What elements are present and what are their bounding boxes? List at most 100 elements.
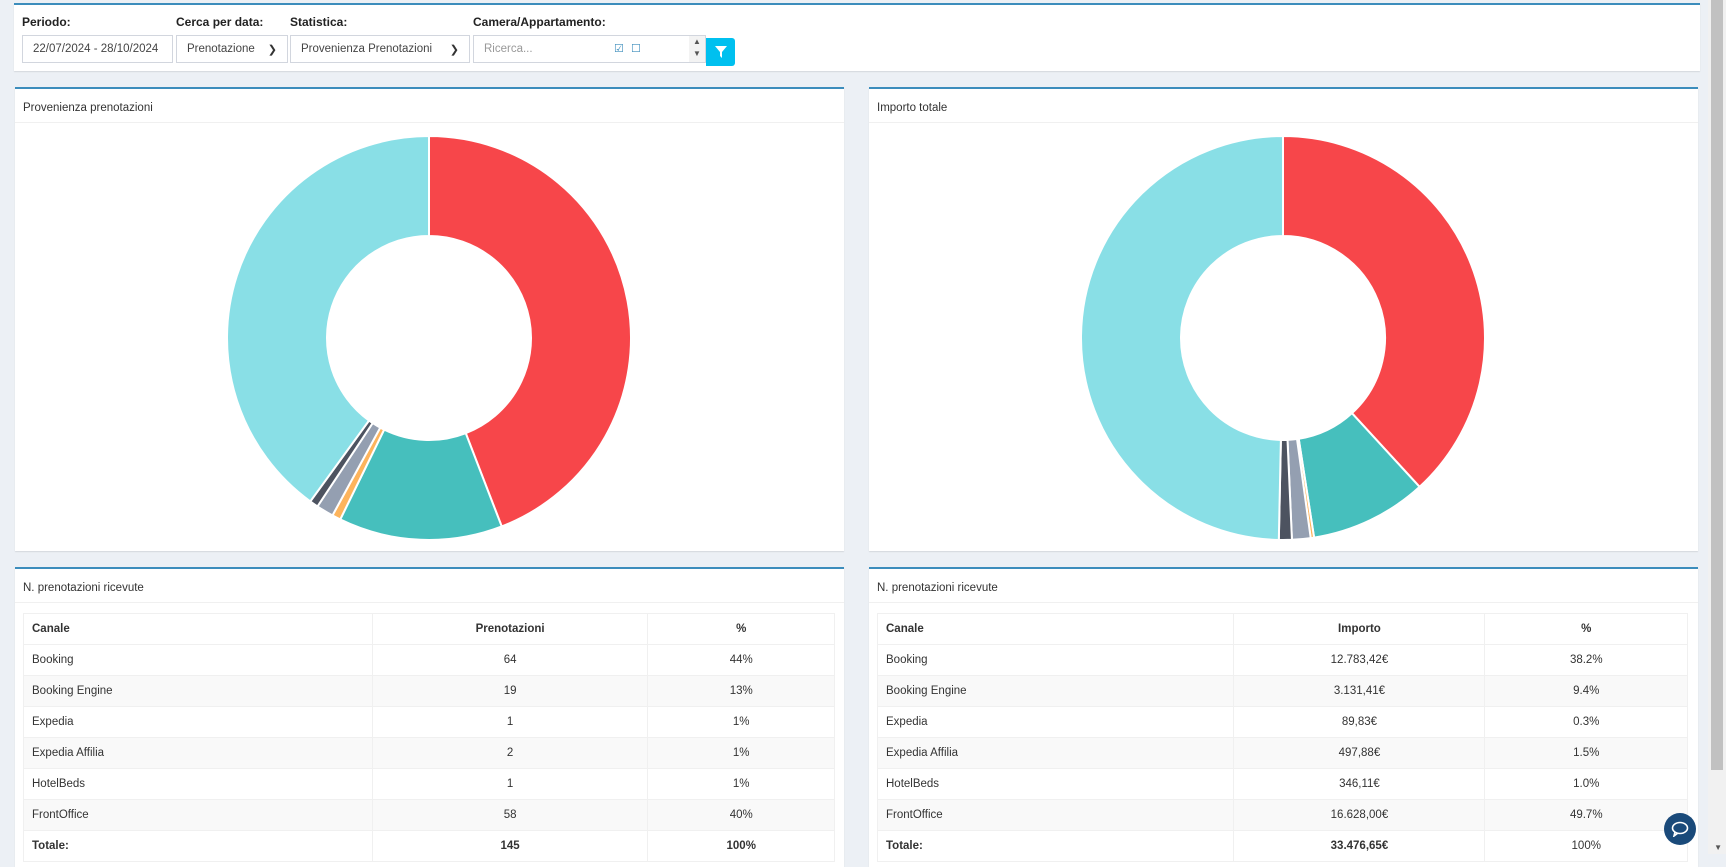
- table-row: Expedia Affilia 497,88€ 1.5%: [876, 737, 1688, 769]
- table-cell: 1%: [647, 706, 835, 738]
- statistica-select[interactable]: Provenienza Prenotazioni ❯: [290, 35, 470, 63]
- table-cell: Booking Engine: [876, 675, 1235, 707]
- panel-title: Provenienza prenotazioni: [15, 89, 844, 123]
- table-row: Expedia 89,83€ 0.3%: [876, 706, 1688, 738]
- chat-button[interactable]: [1664, 813, 1696, 845]
- total-cell: Totale:: [23, 830, 373, 862]
- table-cell: 1%: [647, 768, 835, 800]
- table-cell: Expedia Affilia: [876, 737, 1235, 769]
- camera-field: Camera/Appartamento: Ricerca... ☑ ☐ ▲ ▼: [473, 15, 706, 63]
- chat-bubble-icon: [1671, 821, 1689, 837]
- total-cell: 100%: [1484, 830, 1688, 862]
- total-row: Totale: 145 100%: [23, 830, 835, 862]
- table-cell: 16.628,00€: [1233, 799, 1486, 831]
- table-row: Booking Engine 19 13%: [23, 675, 835, 707]
- donut-slice-booking[interactable]: [1282, 134, 1486, 489]
- total-cell: 100%: [647, 830, 835, 862]
- importo-table: Canale Importo% Booking 12.783,42€ 38.2% Book…: [876, 613, 1688, 862]
- chevron-down-icon: ❯: [449, 43, 459, 56]
- donut-chart-importo: [1079, 134, 1486, 541]
- column-header: Prenotazioni: [371, 613, 649, 645]
- table-cell: 58: [371, 799, 649, 831]
- table-cell: HotelBeds: [23, 768, 373, 800]
- table-cell: 89,83€: [1233, 706, 1486, 738]
- table-cell: 12.783,42€: [1233, 644, 1486, 676]
- table-row: Expedia 1 1%: [23, 706, 835, 738]
- donut-slice-booking[interactable]: [428, 134, 632, 528]
- donut-slice-booking-engine[interactable]: [338, 428, 504, 541]
- table-cell: 49.7%: [1484, 799, 1688, 831]
- total-cell: 33.476,65€: [1233, 830, 1486, 862]
- periodo-field: Periodo: 22/07/2024 - 28/10/2024: [22, 15, 173, 63]
- table-cell: Booking: [23, 644, 373, 676]
- table-cell: HotelBeds: [876, 768, 1235, 800]
- chart-panel-provenienza: Provenienza prenotazioni: [15, 87, 844, 551]
- table-row: Booking 64 44%: [23, 644, 835, 676]
- table-panel-importo: N. prenotazioni ricevute Canale Importo% B…: [869, 567, 1698, 867]
- period-input[interactable]: 22/07/2024 - 28/10/2024: [22, 35, 173, 63]
- table-cell: 13%: [647, 675, 835, 707]
- table-cell: 1%: [647, 737, 835, 769]
- column-header: %: [1484, 613, 1688, 645]
- table-cell: 9.4%: [1484, 675, 1688, 707]
- table-cell: 19: [371, 675, 649, 707]
- table-cell: 64: [371, 644, 649, 676]
- table-row: Booking 12.783,42€ 38.2%: [876, 644, 1688, 676]
- filter-button[interactable]: [706, 38, 735, 66]
- table-row: Booking Engine 3.131,41€ 9.4%: [876, 675, 1688, 707]
- page-scrollbar[interactable]: ▼: [1708, 0, 1726, 854]
- deselect-all-checkbox-icon[interactable]: ☐: [631, 43, 641, 55]
- total-cell: 145: [371, 830, 649, 862]
- table-cell: 44%: [647, 644, 835, 676]
- column-header: Importo: [1233, 613, 1486, 645]
- scroll-down-arrow-icon[interactable]: ▼: [1714, 843, 1722, 852]
- table-cell: 38.2%: [1484, 644, 1688, 676]
- statistica-field: Statistica: Provenienza Prenotazioni ❯: [290, 15, 470, 63]
- table-cell: Booking: [876, 644, 1235, 676]
- panel-title: Importo totale: [869, 89, 1698, 123]
- filter-bar: Periodo: 22/07/2024 - 28/10/2024 Cerca p…: [14, 3, 1700, 71]
- total-cell: Totale:: [876, 830, 1235, 862]
- table-cell: Expedia: [23, 706, 373, 738]
- panel-title: N. prenotazioni ricevute: [15, 569, 844, 603]
- table-cell: 3.131,41€: [1233, 675, 1486, 707]
- table-cell: FrontOffice: [23, 799, 373, 831]
- panel-title: N. prenotazioni ricevute: [869, 569, 1698, 603]
- table-cell: 1: [371, 706, 649, 738]
- total-row: Totale: 33.476,65€ 100%: [876, 830, 1688, 862]
- table-header-row: Canale Importo%: [876, 613, 1688, 645]
- table-cell: 346,11€: [1233, 768, 1486, 800]
- table-cell: FrontOffice: [876, 799, 1235, 831]
- table-cell: 2: [371, 737, 649, 769]
- column-header: Canale: [23, 613, 373, 645]
- table-cell: Expedia: [876, 706, 1235, 738]
- donut-slice-frontoffice[interactable]: [226, 134, 430, 503]
- table-header-row: Canale Prenotazioni%: [23, 613, 835, 645]
- column-header: Canale: [876, 613, 1235, 645]
- camera-search-input[interactable]: Ricerca... ☑ ☐ ▲ ▼: [473, 35, 706, 63]
- chevron-down-icon: ❯: [267, 43, 277, 56]
- table-row: FrontOffice 58 40%: [23, 799, 835, 831]
- scrollbar-thumb[interactable]: [1711, 0, 1723, 770]
- donut-chart-provenienza: [226, 134, 632, 541]
- table-cell: Booking Engine: [23, 675, 373, 707]
- select-all-checkbox-icon[interactable]: ☑: [614, 43, 624, 55]
- table-row: FrontOffice 16.628,00€ 49.7%: [876, 799, 1688, 831]
- table-row: HotelBeds 346,11€ 1.0%: [876, 768, 1688, 800]
- table-panel-prenotazioni: N. prenotazioni ricevute Canale Prenotazi…: [15, 567, 844, 867]
- table-cell: 40%: [647, 799, 835, 831]
- table-cell: 1.0%: [1484, 768, 1688, 800]
- spinner-arrows-icon[interactable]: ▲ ▼: [689, 36, 705, 62]
- table-cell: 1: [371, 768, 649, 800]
- table-row: Expedia Affilia 2 1%: [23, 737, 835, 769]
- table-cell: Expedia Affilia: [23, 737, 373, 769]
- table-cell: 497,88€: [1233, 737, 1486, 769]
- donut-slice-frontoffice[interactable]: [1079, 134, 1284, 541]
- column-header: %: [647, 613, 835, 645]
- cerca-field: Cerca per data: Prenotazione ❯: [176, 15, 288, 63]
- cerca-select[interactable]: Prenotazione ❯: [176, 35, 288, 63]
- filter-icon: [714, 46, 727, 58]
- table-row: HotelBeds 1 1%: [23, 768, 835, 800]
- prenotazioni-table: Canale Prenotazioni% Booking 64 44% Booking E…: [23, 613, 835, 862]
- chart-panel-importo: Importo totale: [869, 87, 1698, 551]
